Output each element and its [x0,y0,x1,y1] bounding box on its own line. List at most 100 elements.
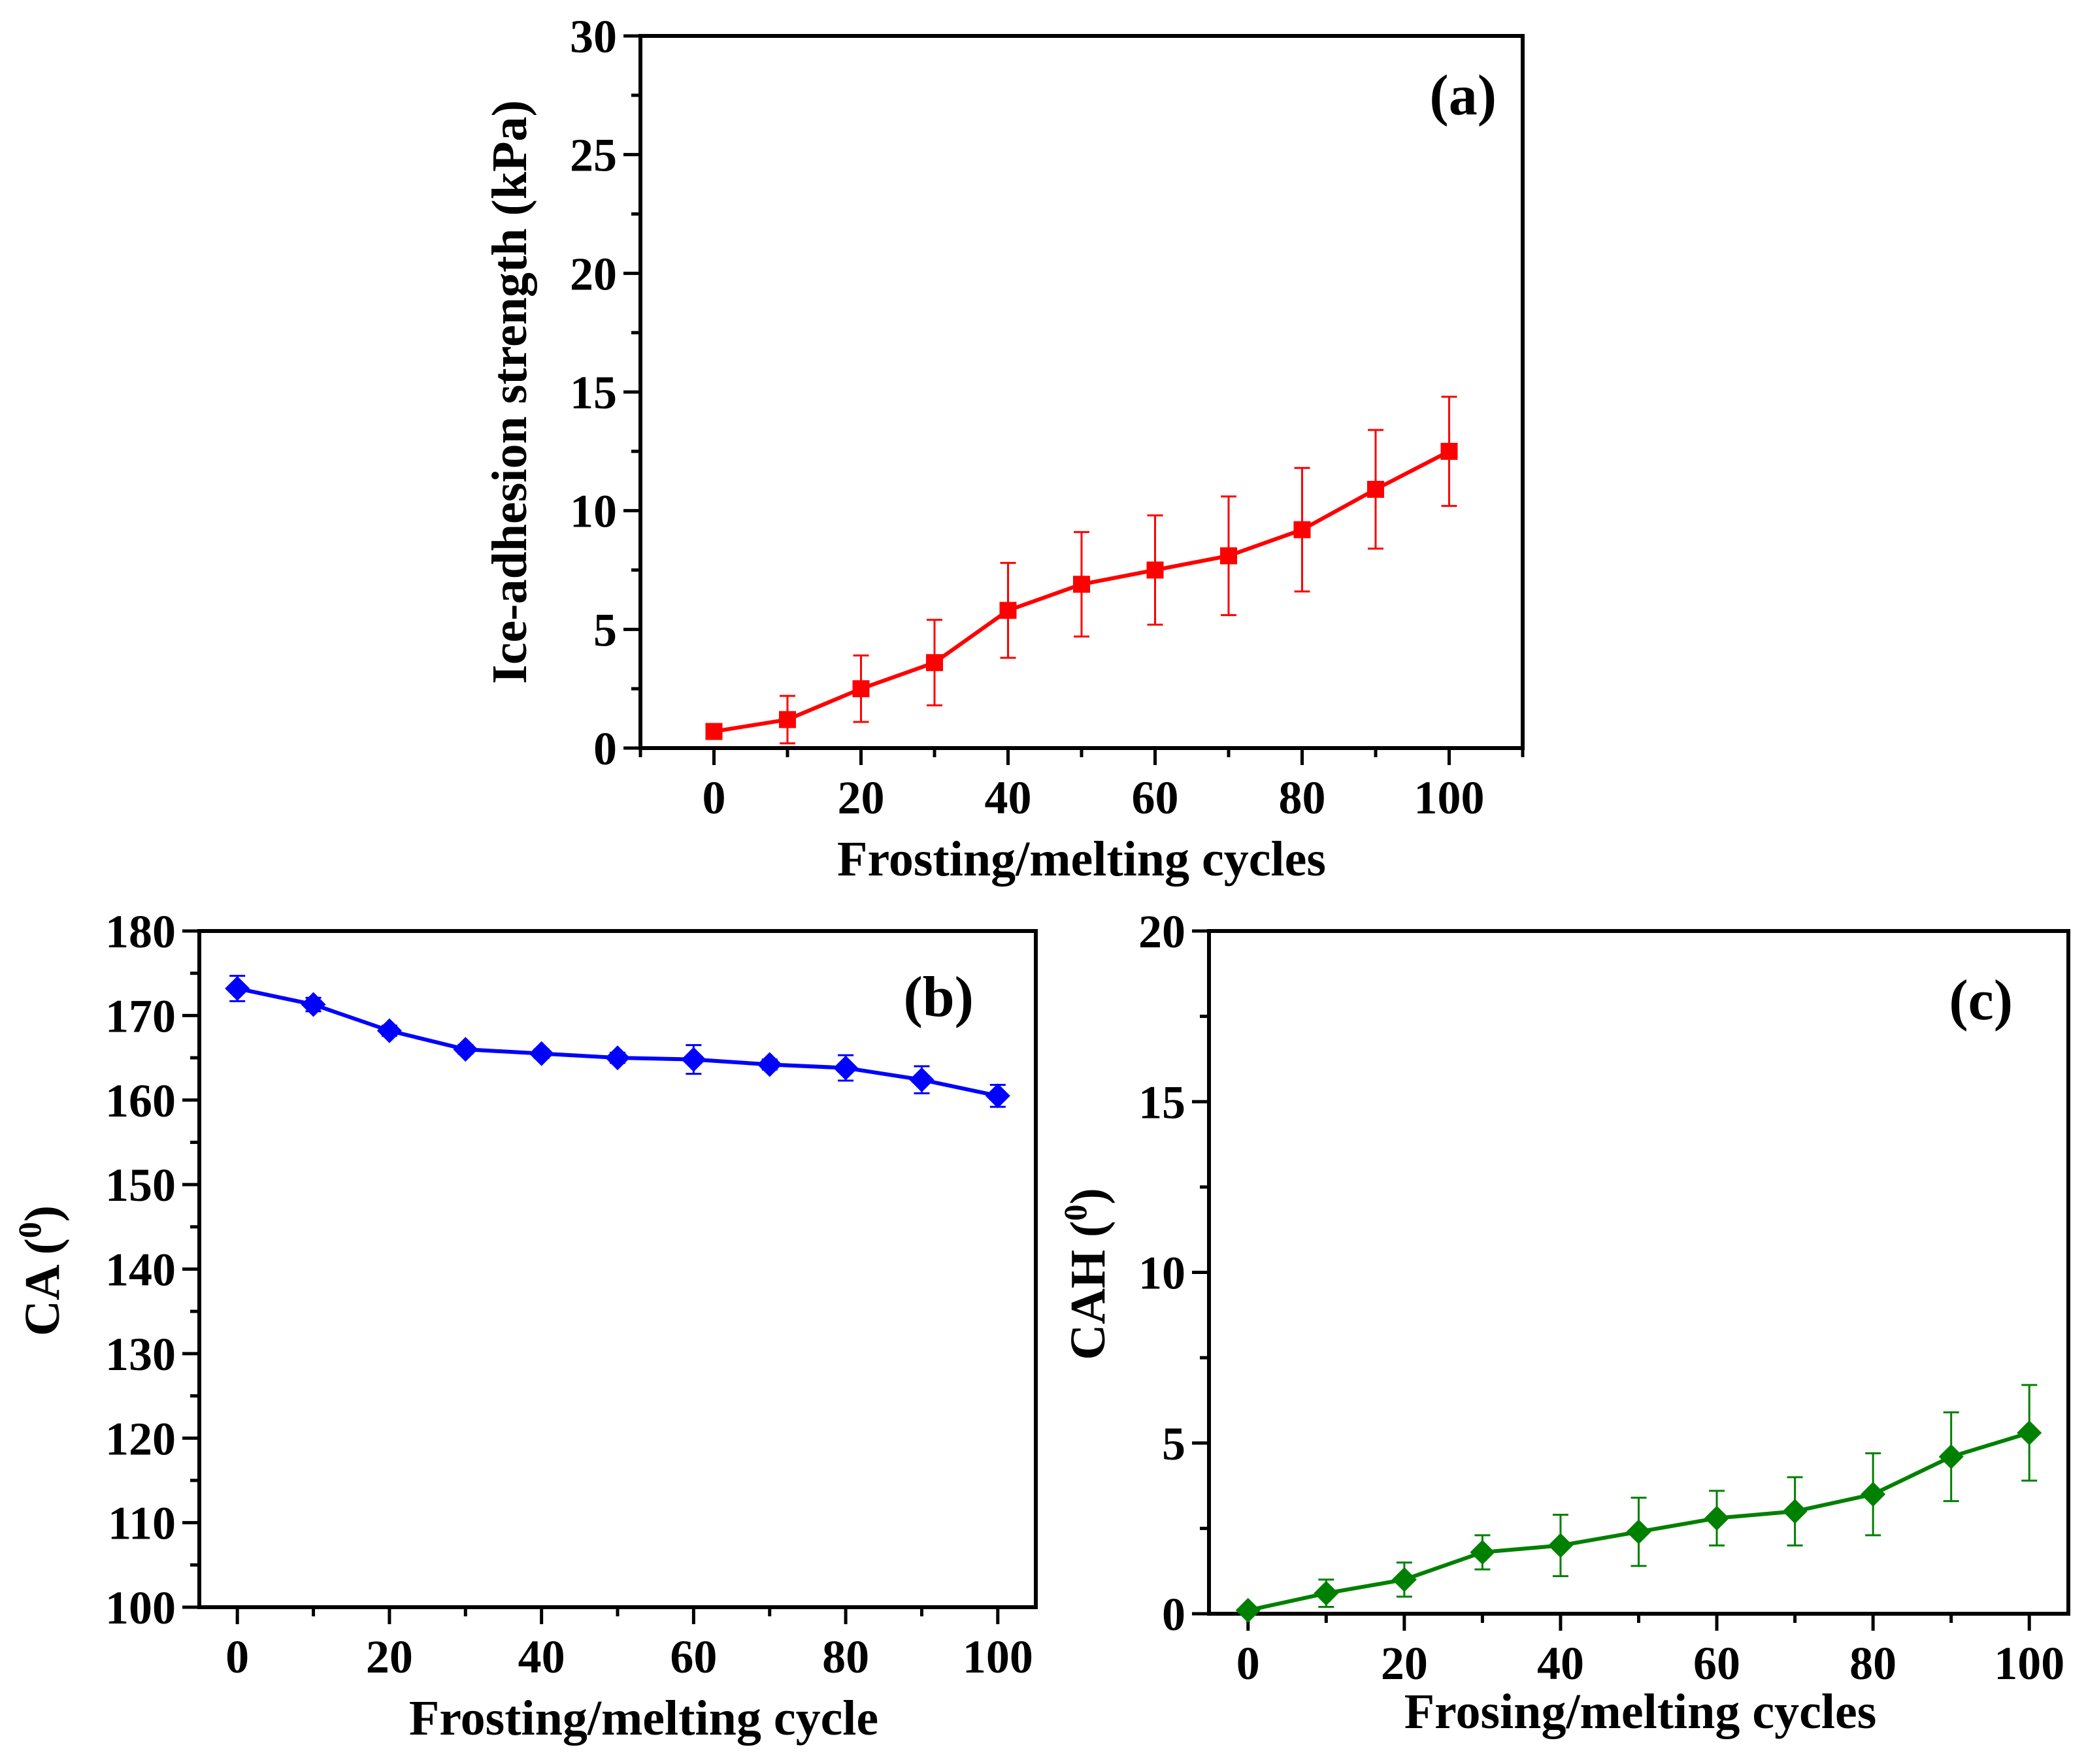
data-point [1938,1444,1964,1469]
data-point [705,723,723,740]
data-point [926,654,943,672]
data-point [1073,576,1090,593]
x-tick-label: 40 [1537,1637,1584,1690]
data-point [985,1083,1010,1109]
data-point [453,1037,478,1062]
y-tick-label: 20 [1138,906,1185,958]
chart-panel-a: 0 20 40 60 80 100 0 5 10 15 20 25 30 (a) Frosting/me… [482,10,1525,887]
data-point [1861,1482,1886,1507]
x-tick-label: 20 [1381,1637,1428,1690]
y-tick-label: 180 [105,906,176,958]
data-point [1146,561,1164,579]
y-tick-label: 15 [1138,1076,1185,1128]
y-tick-label: 0 [1162,1588,1185,1641]
error-bars [780,395,1457,745]
y-tick-label: 15 [570,367,617,419]
data-point [529,1041,554,1066]
data-point [1367,480,1384,498]
y-axis-title-superscript: 0 [11,1222,48,1238]
data-point [2017,1420,2042,1446]
plot-frame [197,929,1038,1609]
panel-label: (b) [903,966,974,1029]
y-tick-label: 10 [1138,1247,1185,1299]
x-tick-label: 40 [518,1631,565,1683]
data-markers [705,442,1458,740]
y-axis-title-end: ) [1061,1188,1116,1204]
y-tick-label: 130 [105,1328,176,1380]
x-tick-label: 80 [1849,1637,1896,1690]
panel-label: (c) [1949,969,2013,1032]
data-point [909,1067,935,1092]
x-tick-label: 0 [225,1631,249,1683]
y-axis-title-end: ) [15,1205,70,1222]
y-tick-label: 160 [105,1075,176,1127]
axis-ticks: 0 20 40 60 80 100 100 110 120 130 140 150 160 170 180 [105,906,1033,1683]
plot-frame [638,34,1525,750]
panel-label: (a) [1429,64,1497,127]
data-point [681,1047,706,1072]
x-tick-label: 60 [1693,1637,1740,1690]
x-tick-label: 60 [1132,772,1179,824]
axis-ticks: 0 20 40 60 80 100 0 5 10 15 20 25 30 [570,10,1525,824]
x-tick-label: 40 [985,772,1032,824]
y-tick-label: 150 [105,1159,176,1211]
x-tick-label: 20 [366,1631,413,1683]
data-point [779,711,796,728]
data-point [1470,1539,1495,1565]
y-axis-title-main: CAH ( [1061,1221,1116,1360]
y-axis-title: CA (0) [11,1205,70,1336]
x-tick-label: 80 [822,1631,869,1683]
data-point [301,992,326,1017]
data-point [1314,1580,1339,1606]
y-axis-title-superscript: 0 [1057,1205,1093,1221]
chart-panel-c: 0 20 40 60 80 100 0 5 10 15 20 (c) Frosing/melting… [1057,906,2070,1739]
data-point [1391,1567,1417,1592]
y-axis-title: CAH (0) [1057,1188,1116,1360]
y-axis-title: Ice-adhesion strength (kPa) [482,100,537,684]
y-tick-label: 0 [593,723,617,775]
error-bars [229,975,1006,1108]
x-tick-label: 80 [1279,772,1326,824]
x-tick-label: 0 [703,772,726,824]
chart-panel-b: 0 20 40 60 80 100100110120130140150160170180 … [11,906,1038,1746]
x-tick-label: 100 [963,1631,1033,1683]
data-point [1704,1505,1730,1531]
series-line [237,987,999,1098]
axis-ticks: 0 20 40 60 80 100 0 5 10 15 20 [1138,906,2064,1690]
y-tick-label: 120 [105,1413,176,1465]
data-point [1548,1533,1573,1558]
data-point [225,975,250,1001]
data-point [605,1045,630,1071]
x-tick-label: 0 [1236,1637,1260,1690]
y-tick-label: 170 [105,990,176,1042]
data-point [1220,547,1237,564]
y-tick-label: 30 [570,10,617,63]
y-tick-label: 10 [570,485,617,538]
y-axis-title-main: CA ( [15,1238,70,1336]
y-tick-label: 20 [570,248,617,300]
x-tick-label: 100 [1994,1637,2064,1690]
y-tick-label: 110 [108,1497,176,1550]
data-markers [225,975,1010,1109]
y-tick-label: 5 [1162,1418,1185,1470]
x-tick-label: 60 [670,1631,717,1683]
data-point [833,1055,859,1081]
x-tick-label: 20 [838,772,885,824]
x-axis-title: Frosing/melting cycles [1404,1684,1877,1739]
data-point [1782,1499,1808,1524]
x-axis-title: Frosting/melting cycle [409,1691,878,1746]
data-point [852,680,870,698]
y-tick-label: 140 [105,1244,176,1296]
data-point [999,602,1017,619]
data-point [1235,1597,1261,1623]
y-tick-label: 5 [593,604,617,656]
x-tick-label: 100 [1414,772,1485,824]
data-point [1293,521,1311,538]
y-tick-label: 25 [570,129,617,182]
data-point [757,1052,782,1077]
x-axis-title: Frosting/melting cycles [837,832,1326,887]
data-point [1626,1519,1651,1544]
y-tick-label: 100 [105,1582,176,1634]
data-markers [1235,1420,2042,1623]
